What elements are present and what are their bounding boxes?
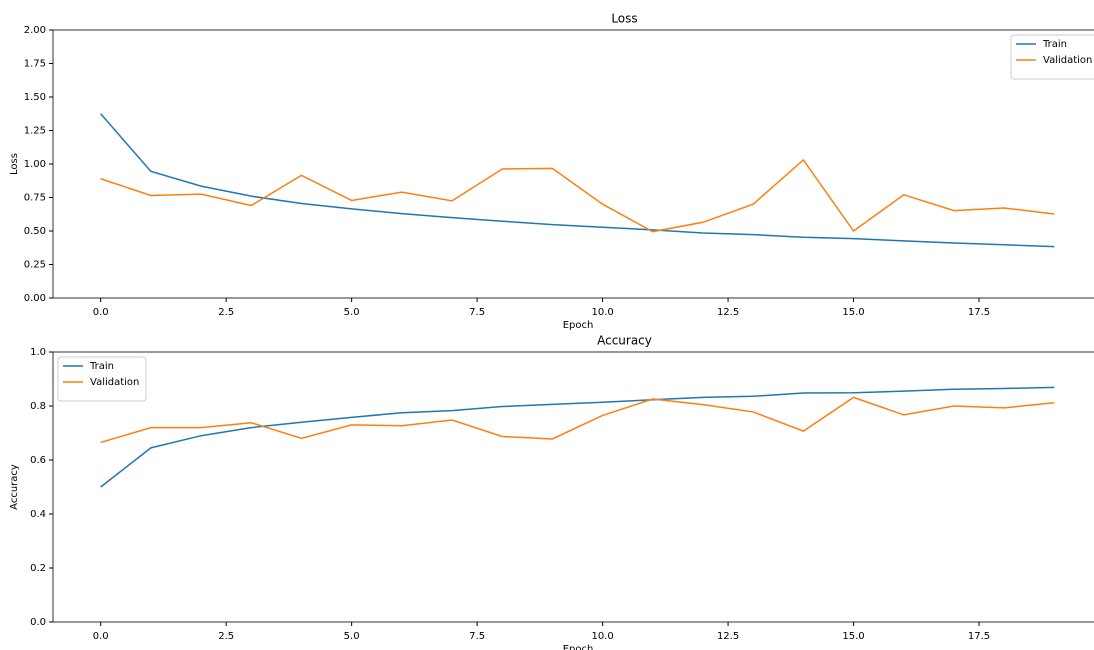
line-series: [100, 386, 1055, 488]
x-axis-label: Epoch: [563, 644, 594, 650]
x-tick-label: 12.5: [717, 631, 739, 642]
y-tick-label: 1.00: [24, 159, 46, 170]
legend-label: Train: [89, 361, 114, 372]
y-tick-label: 0.4: [30, 509, 46, 520]
x-tick-label: 10.0: [591, 631, 613, 642]
x-tick-label: 5.0: [344, 307, 360, 318]
x-axis-label: Epoch: [563, 320, 594, 331]
y-axis-label: Loss: [9, 153, 20, 175]
axes-frame: [52, 351, 1094, 623]
x-tick-label: 2.5: [218, 307, 234, 318]
y-tick-label: 0.75: [24, 193, 46, 204]
x-tick-label: 0.0: [93, 307, 109, 318]
y-tick-label: 2.00: [24, 25, 46, 36]
x-tick-label: 17.5: [968, 307, 990, 318]
y-tick-label: 0.2: [30, 563, 46, 574]
y-tick-label: 1.0: [30, 347, 46, 358]
line-series: [100, 113, 1055, 248]
x-tick-label: 15.0: [842, 631, 864, 642]
axes-frame: [52, 29, 1094, 299]
x-tick-label: 17.5: [968, 631, 990, 642]
y-tick-label: 0.8: [30, 401, 46, 412]
x-tick-label: 12.5: [717, 307, 739, 318]
y-tick-label: 0.6: [30, 455, 46, 466]
x-tick-label: 0.0: [93, 631, 109, 642]
legend-label: Validation: [90, 377, 139, 388]
legend-box: [1010, 34, 1094, 80]
x-tick-label: 2.5: [218, 631, 234, 642]
chart-title: Loss: [611, 12, 637, 26]
x-tick-label: 5.0: [344, 631, 360, 642]
line-series: [100, 158, 1055, 233]
y-tick-label: 1.25: [24, 126, 46, 137]
x-tick-label: 7.5: [469, 631, 485, 642]
chart: Loss Epoch Loss 0.0 2.5 5.0 7.5 10.0 12.5 15.0 17.…: [9, 12, 1094, 331]
x-tick-label: 10.0: [591, 307, 613, 318]
y-tick-label: 0.0: [30, 617, 46, 628]
legend-label: Train: [1042, 39, 1067, 50]
y-tick-label: 0.00: [24, 293, 46, 304]
y-axis-label: Accuracy: [9, 464, 20, 510]
y-tick-label: 0.50: [24, 226, 46, 237]
y-tick-label: 1.75: [24, 59, 46, 70]
chart: Accuracy Epoch Accuracy 0.0 2.5 5.0 7.5 10.0 12.…: [9, 334, 1094, 650]
x-tick-label: 15.0: [842, 307, 864, 318]
legend-label: Validation: [1043, 55, 1092, 66]
legend-box: [57, 356, 147, 402]
y-tick-label: 1.50: [24, 92, 46, 103]
x-tick-label: 7.5: [469, 307, 485, 318]
chart-title: Accuracy: [597, 334, 652, 348]
y-tick-label: 0.25: [24, 260, 46, 271]
line-series: [100, 396, 1055, 444]
